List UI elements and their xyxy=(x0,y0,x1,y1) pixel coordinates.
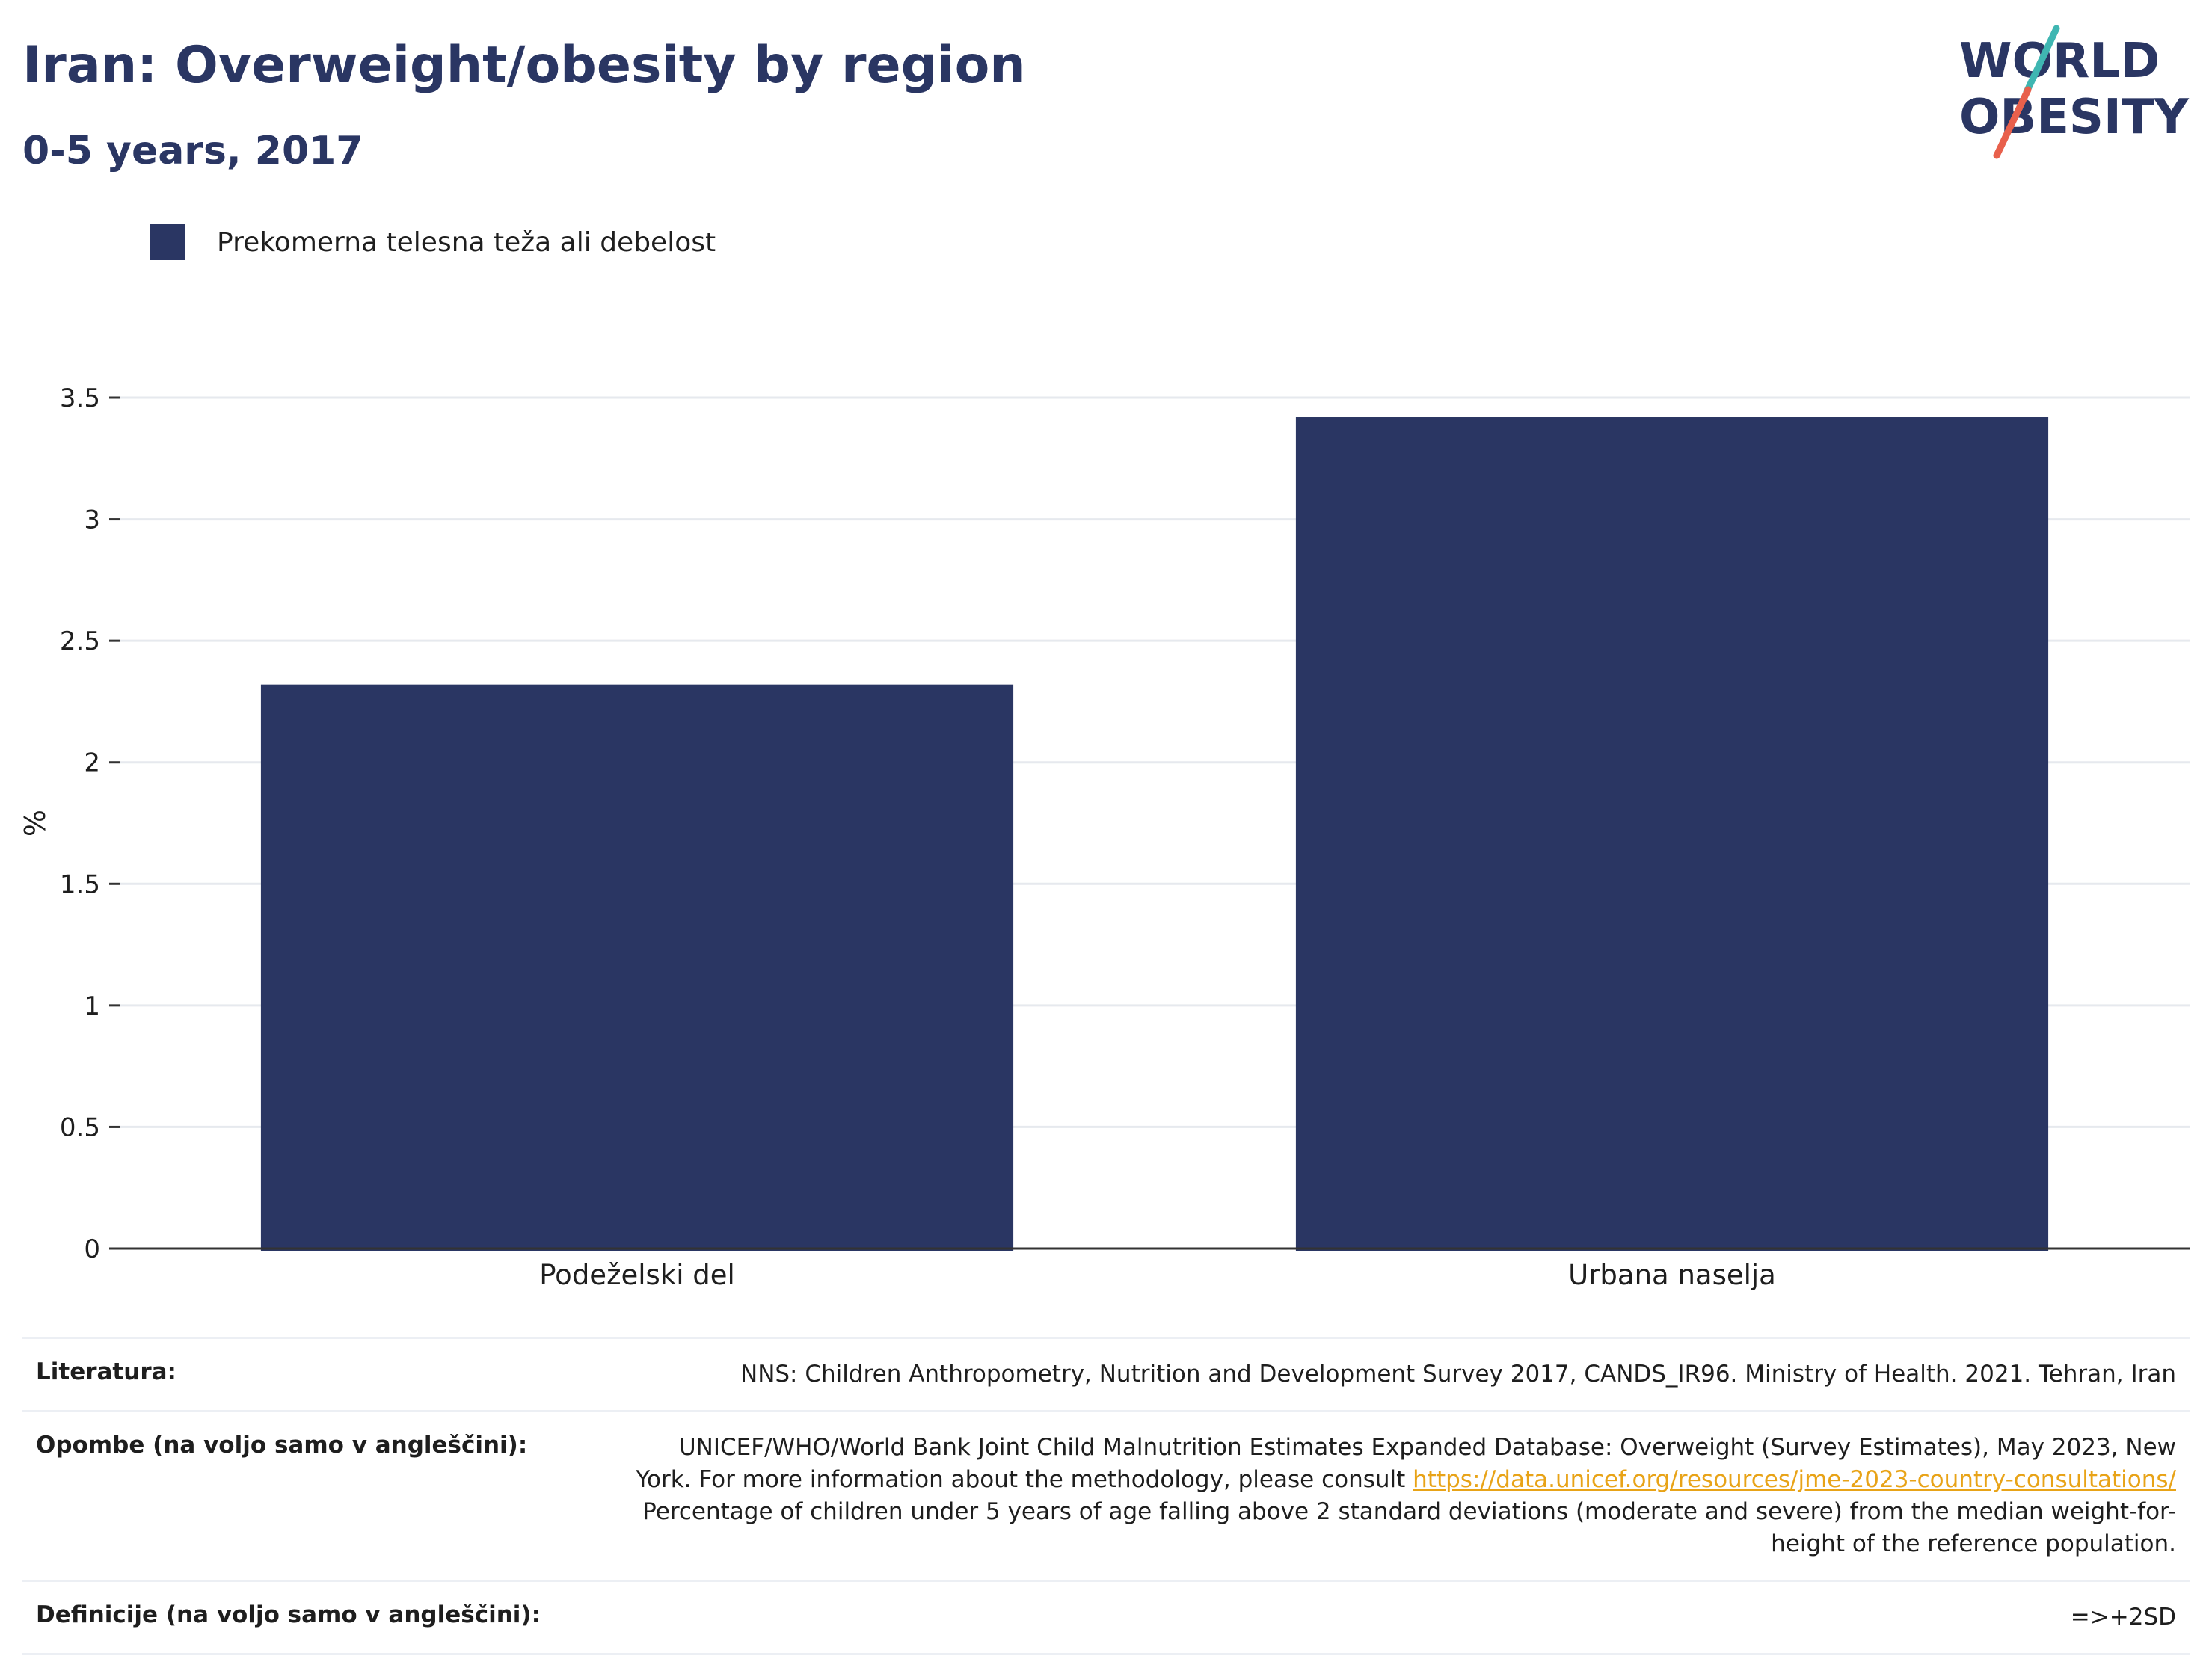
definitions-row: Definicije (na voljo samo v angleščini):… xyxy=(22,1580,2190,1655)
y-tick-label: 2 xyxy=(84,748,100,778)
page-subtitle: 0-5 years, 2017 xyxy=(22,129,363,173)
logo-line-1: WORLD xyxy=(1959,34,2160,89)
bar-chart: 0 0.5 1 1.5 2 2.5 3 3.5 Podeželski del Urbana nas… xyxy=(19,384,2190,1291)
notes-row: Opombe (na voljo samo v angleščini): UNI… xyxy=(22,1410,2190,1580)
y-tick-label: 3.5 xyxy=(60,384,100,413)
literature-value: NNS: Children Anthropometry, Nutrition a… xyxy=(740,1361,2176,1388)
legend-label: Prekomerna telesna teža ali debelost xyxy=(217,227,716,258)
y-tick-label: 0 xyxy=(84,1234,100,1264)
y-tick-label: 1.5 xyxy=(60,869,100,899)
x-tick-label: Urbana naselja xyxy=(1568,1259,1776,1291)
y-tick-label: 0.5 xyxy=(60,1112,100,1142)
notes-line-2: York. For more information about the met… xyxy=(636,1464,2176,1496)
y-tick-label: 2.5 xyxy=(60,627,100,656)
logo-slash-top xyxy=(2023,25,2060,96)
legend: Prekomerna telesna teža ali debelost xyxy=(150,224,716,260)
world-obesity-logo: WORLD OBESITY xyxy=(1959,25,2189,159)
y-axis-label: % xyxy=(19,810,52,837)
notes-line-4: height of the reference population. xyxy=(1771,1530,2176,1557)
definitions-value: =>+2SD xyxy=(2070,1604,2176,1631)
notes-label: Opombe (na voljo samo v angleščini): xyxy=(36,1432,528,1459)
logo-slash-bottom xyxy=(1993,86,2032,159)
notes-value: UNICEF/WHO/World Bank Joint Child Malnut… xyxy=(636,1432,2176,1560)
y-tick-label: 1 xyxy=(84,991,100,1021)
y-tick-label: 3 xyxy=(84,505,100,535)
literature-row: Literatura: NNS: Children Anthropometry,… xyxy=(22,1337,2190,1410)
logo-line-2: OBESITY xyxy=(1959,90,2189,145)
notes-line-2-prefix: York. For more information about the met… xyxy=(636,1466,1413,1493)
literature-label: Literatura: xyxy=(36,1358,176,1385)
methodology-link[interactable]: https://data.unicef.org/resources/jme-20… xyxy=(1413,1466,2176,1493)
notes-line-1: UNICEF/WHO/World Bank Joint Child Malnut… xyxy=(678,1434,2176,1461)
definitions-label: Definicije (na voljo samo v angleščini): xyxy=(36,1601,541,1628)
bar xyxy=(260,684,1014,1251)
notes-line-3: Percentage of children under 5 years of … xyxy=(642,1498,2176,1525)
x-tick-label: Podeželski del xyxy=(539,1259,735,1291)
bar xyxy=(1295,417,2049,1251)
page-title: Iran: Overweight/obesity by region xyxy=(22,36,1026,95)
legend-swatch xyxy=(150,224,185,260)
info-table: Literatura: NNS: Children Anthropometry,… xyxy=(22,1337,2190,1655)
